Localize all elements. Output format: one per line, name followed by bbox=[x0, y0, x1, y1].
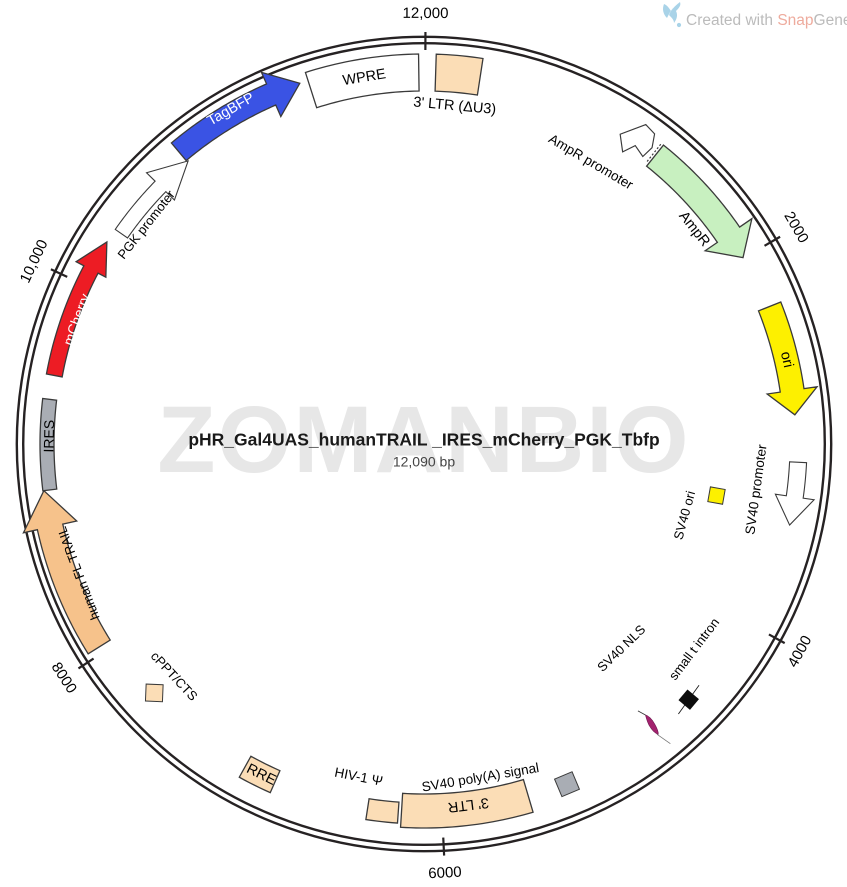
svg-text:2000: 2000 bbox=[780, 209, 811, 246]
svg-text:IRES: IRES bbox=[40, 420, 57, 453]
svg-text:6000: 6000 bbox=[428, 864, 462, 883]
svg-text:10,000: 10,000 bbox=[17, 237, 52, 286]
svg-text:3' LTR (ΔU3): 3' LTR (ΔU3) bbox=[413, 94, 497, 117]
svg-text:SV40 promoter: SV40 promoter bbox=[742, 443, 769, 535]
svg-text:pHR_Gal4UAS_humanTRAIL _IRES_m: pHR_Gal4UAS_humanTRAIL _IRES_mCherry_PGK… bbox=[188, 430, 659, 450]
svg-text:Created with SnapGene®: Created with SnapGene® bbox=[686, 11, 847, 29]
svg-text:4000: 4000 bbox=[784, 633, 815, 670]
svg-text:HIV-1 Ψ: HIV-1 Ψ bbox=[333, 765, 384, 789]
svg-text:SV40 ori: SV40 ori bbox=[671, 489, 699, 541]
svg-text:8000: 8000 bbox=[48, 659, 80, 696]
svg-text:SV40 NLS: SV40 NLS bbox=[594, 622, 648, 675]
svg-text:small t intron: small t intron bbox=[666, 615, 723, 683]
svg-text:12,000: 12,000 bbox=[403, 5, 449, 22]
svg-text:12,090 bp: 12,090 bp bbox=[393, 454, 455, 470]
